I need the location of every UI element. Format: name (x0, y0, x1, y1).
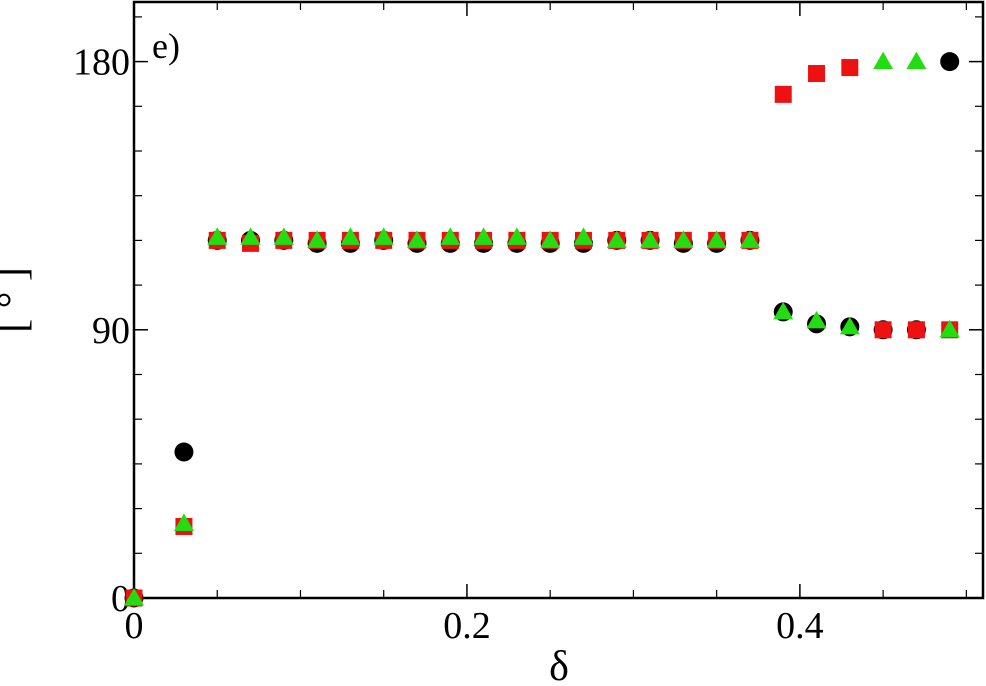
triangle-marker (806, 310, 827, 329)
square-marker (841, 59, 859, 77)
triangle-marker (773, 301, 794, 320)
y-tick-label: 180 (73, 42, 130, 84)
y-tick-label: 0 (111, 578, 130, 620)
x-axis-label: δ (549, 644, 569, 686)
triangle-marker (640, 230, 661, 248)
triangle-marker (407, 230, 427, 248)
square-marker (774, 85, 792, 103)
data-markers (124, 51, 960, 608)
axis-ticks (133, 2, 983, 599)
triangle-marker (340, 227, 361, 245)
triangle-marker (506, 227, 527, 245)
triangle-marker (307, 230, 328, 248)
triangle-marker (839, 316, 860, 335)
triangle-marker (873, 51, 894, 70)
square-marker (808, 65, 826, 83)
triangle-marker (573, 227, 594, 245)
circle-marker (174, 442, 194, 462)
triangle-marker (273, 227, 294, 245)
axis-tick-labels: 0 0.2 0.4 0 90 180 (73, 42, 824, 647)
triangle-marker (240, 227, 261, 245)
x-tick-label: 0.4 (776, 605, 824, 647)
triangle-marker (739, 230, 760, 248)
x-tick-label: 0 (125, 605, 144, 647)
square-marker (907, 321, 925, 339)
circle-marker (940, 52, 960, 72)
triangle-marker (207, 227, 228, 245)
y-tick-label: 90 (92, 310, 130, 352)
triangle-marker (673, 230, 694, 248)
triangle-marker (906, 51, 927, 70)
triangle-marker (124, 588, 144, 606)
plot-frame (132, 0, 985, 600)
triangle-marker (473, 227, 494, 245)
triangle-marker (373, 227, 394, 245)
y-axis-label: [ ° ] (0, 267, 36, 333)
triangle-marker (606, 230, 627, 248)
triangle-marker (440, 227, 461, 245)
panel-label: e) (152, 26, 180, 66)
triangle-marker (173, 513, 194, 531)
square-marker (874, 321, 892, 339)
triangle-marker (939, 319, 960, 338)
x-tick-label: 0.2 (443, 605, 491, 647)
triangle-marker (540, 230, 561, 248)
triangle-marker (706, 230, 727, 248)
